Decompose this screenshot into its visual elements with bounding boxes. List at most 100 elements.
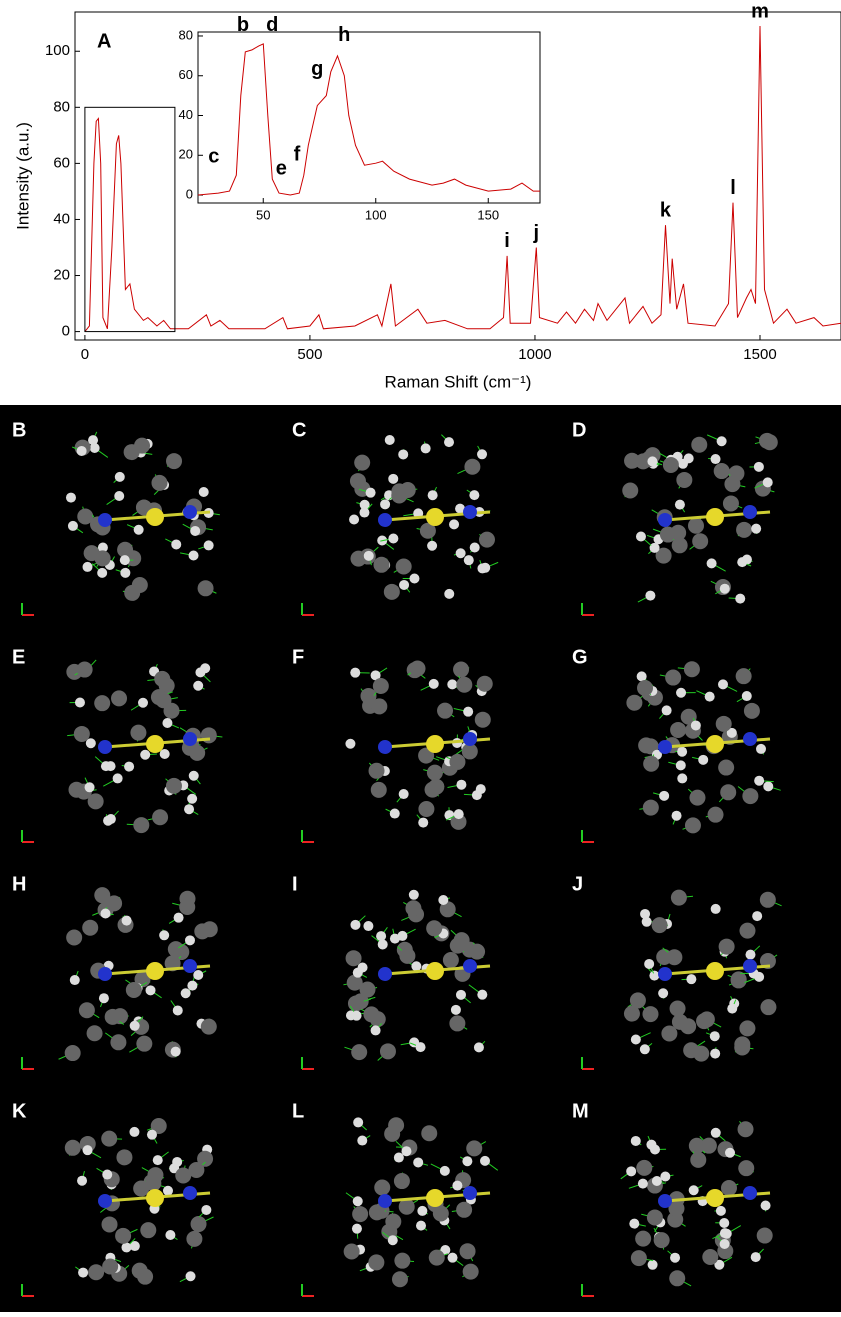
- hydrogen-atom: [761, 1201, 771, 1211]
- hydrogen-atom: [476, 784, 486, 794]
- hydrogen-atom: [725, 1148, 735, 1158]
- hydrogen-atom: [449, 519, 459, 529]
- peak-label: c: [208, 145, 219, 167]
- hydrogen-atom: [201, 1205, 211, 1215]
- hydrogen-atom: [97, 568, 107, 578]
- carbon-atom: [437, 703, 453, 719]
- hydrogen-atom: [66, 493, 76, 503]
- hydrogen-atom: [670, 1253, 680, 1263]
- hydrogen-atom: [416, 1042, 426, 1052]
- hydrogen-atom: [70, 975, 80, 985]
- panel-label: A: [97, 30, 111, 52]
- hydrogen-atom: [711, 454, 721, 464]
- carbon-atom: [132, 1263, 148, 1279]
- carbon-atom: [87, 1025, 103, 1041]
- hydrogen-atom: [353, 1196, 363, 1206]
- hydrogen-atom: [477, 449, 487, 459]
- hydrogen-atom: [122, 916, 132, 926]
- hydrogen-atom: [184, 804, 194, 814]
- gold-atom: [706, 508, 724, 526]
- hydrogen-atom: [411, 961, 421, 971]
- nitrogen-atom: [743, 959, 757, 973]
- carbon-atom: [115, 1228, 131, 1244]
- hydrogen-atom: [652, 1176, 662, 1186]
- hydrogen-atom: [204, 540, 214, 550]
- hydrogen-atom: [754, 776, 764, 786]
- carbon-atom: [477, 676, 493, 692]
- hydrogen-atom: [456, 780, 466, 790]
- hydrogen-atom: [363, 921, 373, 931]
- hydrogen-atom: [720, 1228, 730, 1238]
- carbon-atom: [708, 807, 724, 823]
- carbon-atom: [133, 1181, 149, 1197]
- nitrogen-atom: [463, 732, 477, 746]
- carbon-atom: [82, 920, 98, 936]
- hydrogen-atom: [357, 1136, 367, 1146]
- hydrogen-atom: [631, 1136, 641, 1146]
- carbon-atom: [429, 1250, 445, 1266]
- hydrogen-atom: [103, 816, 113, 826]
- hydrogen-atom: [409, 574, 419, 584]
- x-axis-title: Raman Shift (cm⁻¹): [385, 372, 532, 391]
- hydrogen-atom: [469, 490, 479, 500]
- nitrogen-atom: [658, 513, 672, 527]
- hydrogen-atom: [650, 1145, 660, 1155]
- hydrogen-atom: [456, 990, 466, 1000]
- hydrogen-atom: [718, 679, 728, 689]
- y-tick-label: 80: [179, 27, 193, 42]
- carbon-atom: [475, 712, 491, 728]
- panel-label: J: [572, 873, 583, 895]
- hydrogen-atom: [388, 533, 398, 543]
- carbon-atom: [110, 1034, 126, 1050]
- hydrogen-atom: [380, 499, 390, 509]
- hydrogen-atom: [644, 959, 654, 969]
- hydrogen-atom: [647, 456, 657, 466]
- carbon-atom: [671, 890, 687, 906]
- hydrogen-atom: [659, 791, 669, 801]
- carbon-atom: [126, 982, 142, 998]
- carbon-atom: [198, 580, 214, 596]
- hydrogen-atom: [189, 771, 199, 781]
- x-tick-label: 1000: [518, 346, 551, 363]
- carbon-atom: [66, 929, 82, 945]
- carbon-atom: [742, 788, 758, 804]
- hydrogen-atom: [477, 990, 487, 1000]
- carbon-atom: [739, 1020, 755, 1036]
- carbon-atom: [720, 784, 736, 800]
- carbon-atom: [388, 1117, 404, 1133]
- carbon-atom: [624, 453, 640, 469]
- carbon-atom: [638, 737, 654, 753]
- panel-label: K: [12, 1100, 27, 1122]
- carbon-atom: [714, 463, 730, 479]
- hydrogen-atom: [77, 1176, 87, 1186]
- carbon-atom: [642, 1006, 658, 1022]
- nitrogen-atom: [463, 959, 477, 973]
- hydrogen-atom: [480, 1156, 490, 1166]
- hydrogen-atom: [85, 782, 95, 792]
- carbon-atom: [371, 782, 387, 798]
- hydrogen-atom: [698, 755, 708, 765]
- y-tick-label: 0: [186, 186, 193, 201]
- carbon-atom: [202, 921, 218, 937]
- nitrogen-atom: [658, 740, 672, 754]
- peak-label: h: [338, 24, 350, 46]
- hydrogen-atom: [200, 663, 210, 673]
- peak-label: l: [730, 177, 736, 199]
- hydrogen-atom: [717, 436, 727, 446]
- carbon-atom: [736, 522, 752, 538]
- panel-label: B: [12, 419, 26, 441]
- carbon-atom: [669, 1270, 685, 1286]
- carbon-atom: [95, 550, 111, 566]
- hydrogen-atom: [345, 739, 355, 749]
- x-tick-label: 500: [297, 346, 322, 363]
- hydrogen-atom: [115, 472, 125, 482]
- carbon-atom: [101, 1131, 117, 1147]
- hydrogen-atom: [756, 744, 766, 754]
- gold-atom: [706, 735, 724, 753]
- carbon-atom: [188, 1162, 204, 1178]
- nitrogen-atom: [98, 513, 112, 527]
- y-tick-label: 100: [45, 42, 70, 59]
- carbon-atom: [350, 473, 366, 489]
- hydrogen-atom: [187, 981, 197, 991]
- carbon-atom: [654, 1232, 670, 1248]
